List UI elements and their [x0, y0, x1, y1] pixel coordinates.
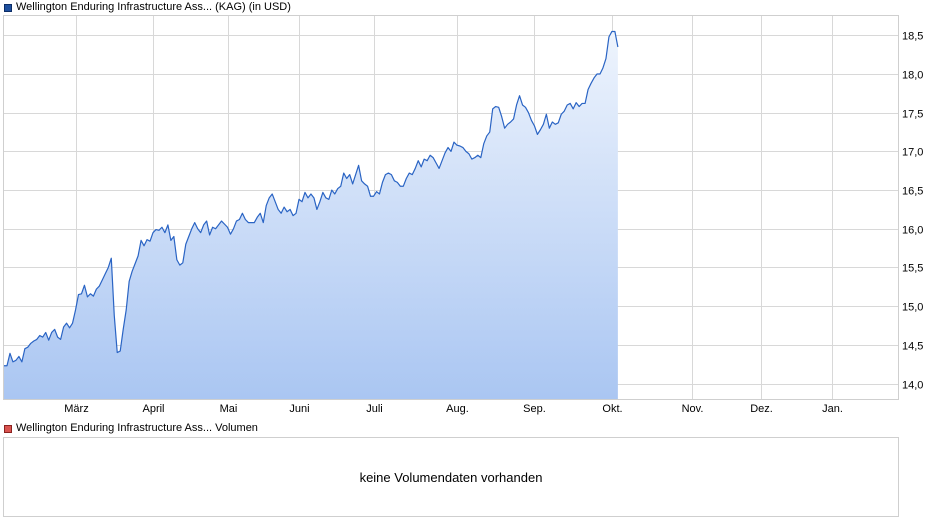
y-tick-label: 15,0 [902, 302, 923, 314]
x-tick-label: Mai [220, 403, 238, 415]
plot-frame [3, 15, 899, 400]
y-tick-label: 14,5 [902, 341, 923, 353]
x-tick-label: Dez. [750, 403, 773, 415]
volume-legend: Wellington Enduring Infrastructure Ass..… [4, 422, 258, 435]
volume-panel: keine Volumendaten vorhanden [3, 437, 899, 517]
price-chart: 14,0 14,5 15,0 15,5 16,0 16,5 17,0 17,5 18,0 18,5… [3, 15, 923, 415]
x-tick-label: April [142, 403, 164, 415]
grid-lines [4, 16, 898, 399]
price-line [4, 30, 619, 367]
x-tick-label: März [64, 403, 88, 415]
x-axis: März April Mai Juni Juli Aug. Sep. Okt. Nov. Dez.… [64, 403, 843, 415]
volume-legend-swatch [4, 424, 12, 433]
price-area [4, 31, 618, 399]
volume-legend-label: Wellington Enduring Infrastructure Ass..… [16, 422, 258, 434]
price-legend-swatch [4, 3, 12, 12]
y-tick-label: 18,5 [902, 31, 923, 43]
price-legend: Wellington Enduring Infrastructure Ass..… [4, 1, 291, 14]
y-tick-label: 14,0 [902, 380, 923, 392]
y-tick-label: 17,5 [902, 109, 923, 121]
x-tick-label: Juli [366, 403, 383, 415]
y-axis: 14,0 14,5 15,0 15,5 16,0 16,5 17,0 17,5 18,0 18,5 [902, 31, 923, 392]
y-tick-label: 16,5 [902, 186, 923, 198]
y-tick-label: 16,0 [902, 225, 923, 237]
volume-empty-message: keine Volumendaten vorhanden [359, 470, 543, 485]
price-legend-label: Wellington Enduring Infrastructure Ass..… [16, 1, 291, 13]
x-tick-label: Nov. [682, 403, 704, 415]
x-tick-label: Jan. [822, 403, 843, 415]
y-tick-label: 17,0 [902, 147, 923, 159]
x-tick-label: Sep. [523, 403, 546, 415]
y-tick-label: 18,0 [902, 70, 923, 82]
x-tick-label: Okt. [602, 403, 622, 415]
y-tick-label: 15,5 [902, 263, 923, 275]
x-tick-label: Aug. [446, 403, 469, 415]
x-tick-label: Juni [289, 403, 309, 415]
